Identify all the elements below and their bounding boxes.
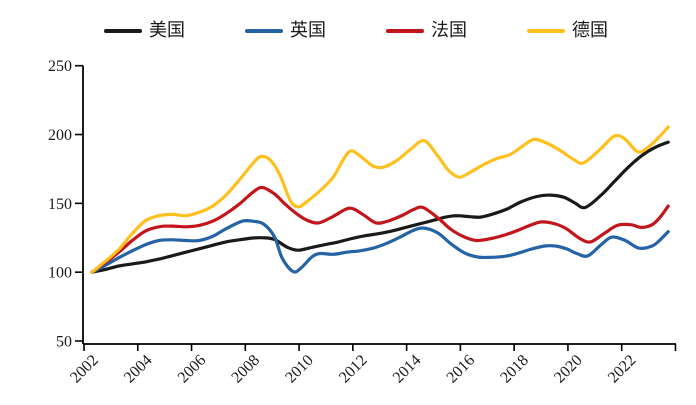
series-line-france	[90, 185, 670, 274]
y-axis-tick-label: 50	[56, 334, 72, 351]
x-axis-tick-label: 2002	[67, 352, 102, 387]
legend-item-us: 美国	[104, 22, 185, 40]
legend-item-france: 法国	[386, 22, 467, 40]
legend-label-uk: 英国	[290, 20, 326, 41]
legend-line-swatch-germany	[527, 29, 565, 33]
y-axis-tick-label: 100	[48, 265, 72, 282]
legend-label-germany: 德国	[572, 20, 608, 41]
series-line-uk	[90, 218, 670, 274]
legend-line-swatch-us	[104, 29, 142, 33]
legend-label-us: 美国	[149, 20, 185, 41]
x-axis-tick-label: 2016	[444, 352, 479, 387]
x-axis-tick-label: 2004	[121, 352, 156, 387]
x-axis-tick-label: 2022	[605, 352, 640, 387]
x-axis-tick-label: 2014	[390, 352, 425, 387]
legend-item-uk: 英国	[245, 22, 326, 40]
x-axis-tick-label: 2008	[228, 352, 263, 387]
chart-legend: 美国 英国 法国 德国	[104, 22, 608, 40]
y-axis-tick-label: 150	[48, 196, 72, 213]
legend-label-france: 法国	[431, 20, 467, 41]
x-axis-tick-label: 2020	[551, 352, 586, 387]
series-line-us	[90, 140, 670, 274]
x-axis-tick-label: 2010	[282, 352, 317, 387]
x-axis-tick-label: 2012	[336, 352, 371, 387]
legend-item-germany: 德国	[527, 22, 608, 40]
y-axis-tick-label: 250	[48, 58, 72, 75]
x-axis-tick-label: 2006	[175, 352, 210, 387]
x-axis-tick-label: 2018	[497, 352, 532, 387]
series-line-germany	[90, 125, 670, 274]
legend-line-swatch-uk	[245, 29, 283, 33]
y-axis-tick-label: 200	[48, 127, 72, 144]
legend-line-swatch-france	[386, 29, 424, 33]
